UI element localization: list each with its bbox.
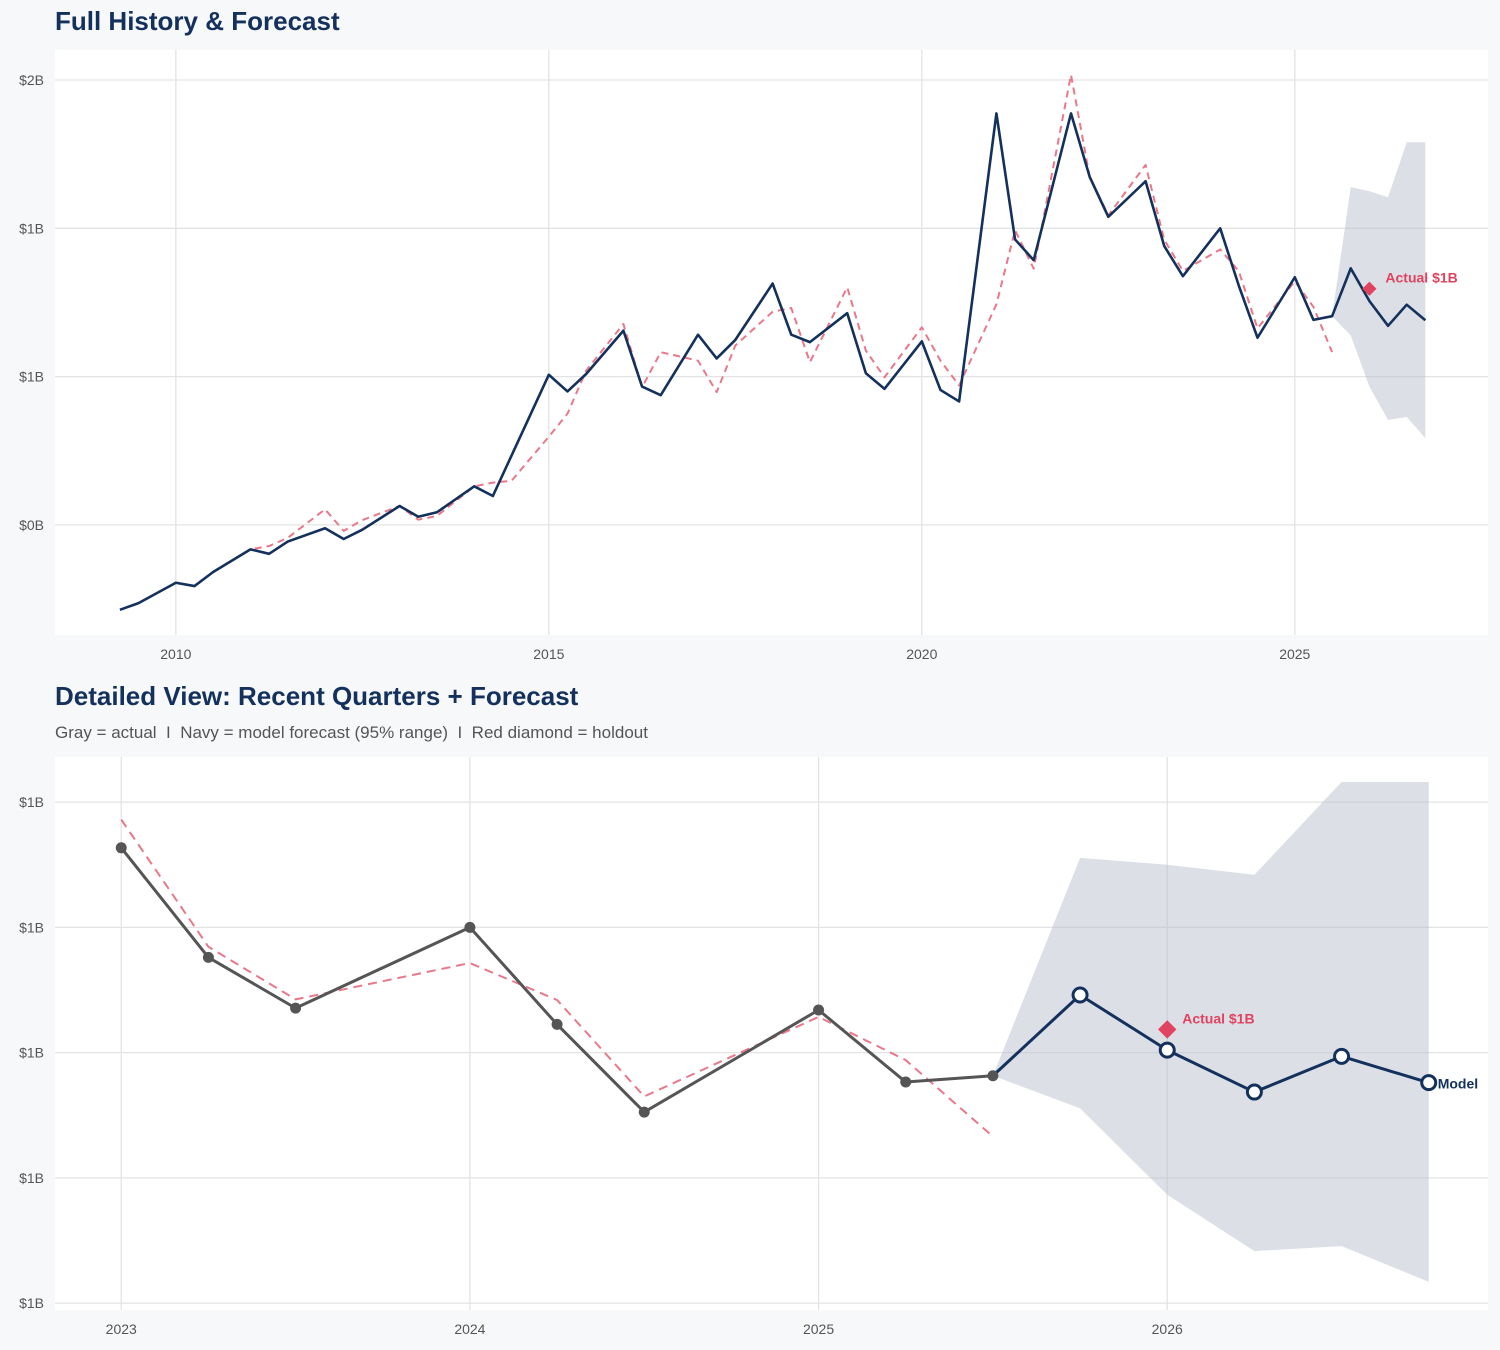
x-tick-label: 2010 [160, 646, 191, 662]
x-tick-label: 2026 [1152, 1321, 1183, 1337]
holdout-label: Actual $1B [1182, 1010, 1254, 1026]
actual-point [987, 1070, 999, 1082]
holdout-label: Actual $1B [1385, 270, 1457, 286]
bottom-chart-title: Detailed View: Recent Quarters + Forecas… [55, 681, 579, 711]
x-tick-label: 2020 [906, 646, 937, 662]
x-tick-label: 2015 [533, 646, 564, 662]
x-tick-label: 2025 [803, 1321, 834, 1337]
forecast-model-label: Model [1438, 1076, 1478, 1092]
y-tick-label: $0B [19, 517, 44, 533]
holdout-diamond [1158, 1020, 1177, 1039]
y-tick-label: $1B [19, 1295, 44, 1311]
plot-area [55, 50, 1488, 635]
y-tick-label: $1B [19, 919, 44, 935]
y-tick-label: $1B [19, 794, 44, 810]
forecast-point [1420, 1074, 1438, 1092]
forecast-point [1071, 986, 1089, 1004]
bottom-chart-subtitle: Gray = actual I Navy = model forecast (9… [55, 723, 648, 742]
forecast-point [1333, 1047, 1351, 1065]
forecast-point [1245, 1083, 1263, 1101]
forecast-line [991, 993, 1430, 1094]
x-tick-label: 2023 [106, 1321, 137, 1337]
actual-point [464, 921, 476, 933]
forecast-95-band [992, 782, 1429, 1282]
forecast-95-band [1332, 142, 1426, 439]
holdout-diamond [1362, 281, 1377, 296]
x-tick-label: 2024 [454, 1321, 485, 1337]
chart-panel-1: 2023 2024 2025 2026 $1B $1B $1B $1B $1B Actual $1… [19, 757, 1488, 1337]
y-tick-label: $2B [19, 72, 44, 88]
history-forecast-line [119, 112, 1427, 612]
actual-point [202, 951, 214, 963]
chart-panel-0: 2010 2015 2020 2025 $0B $1B $1B $2B Actual $1B [19, 50, 1488, 662]
y-tick-label: $1B [19, 1170, 44, 1186]
actual-point [813, 1004, 825, 1016]
x-tick-label: 2025 [1279, 646, 1310, 662]
y-tick-label: $1B [19, 369, 44, 385]
top-chart-title: Full History & Forecast [55, 6, 340, 36]
actual-point [115, 842, 127, 854]
fitted-dashed-line [120, 819, 994, 1138]
actual-point [900, 1076, 912, 1088]
forecast-point [1158, 1041, 1176, 1059]
actual-point [290, 1002, 302, 1014]
y-tick-label: $1B [19, 220, 44, 236]
y-tick-label: $1B [19, 1045, 44, 1061]
actual-point [551, 1018, 563, 1030]
actual-point [638, 1106, 650, 1118]
